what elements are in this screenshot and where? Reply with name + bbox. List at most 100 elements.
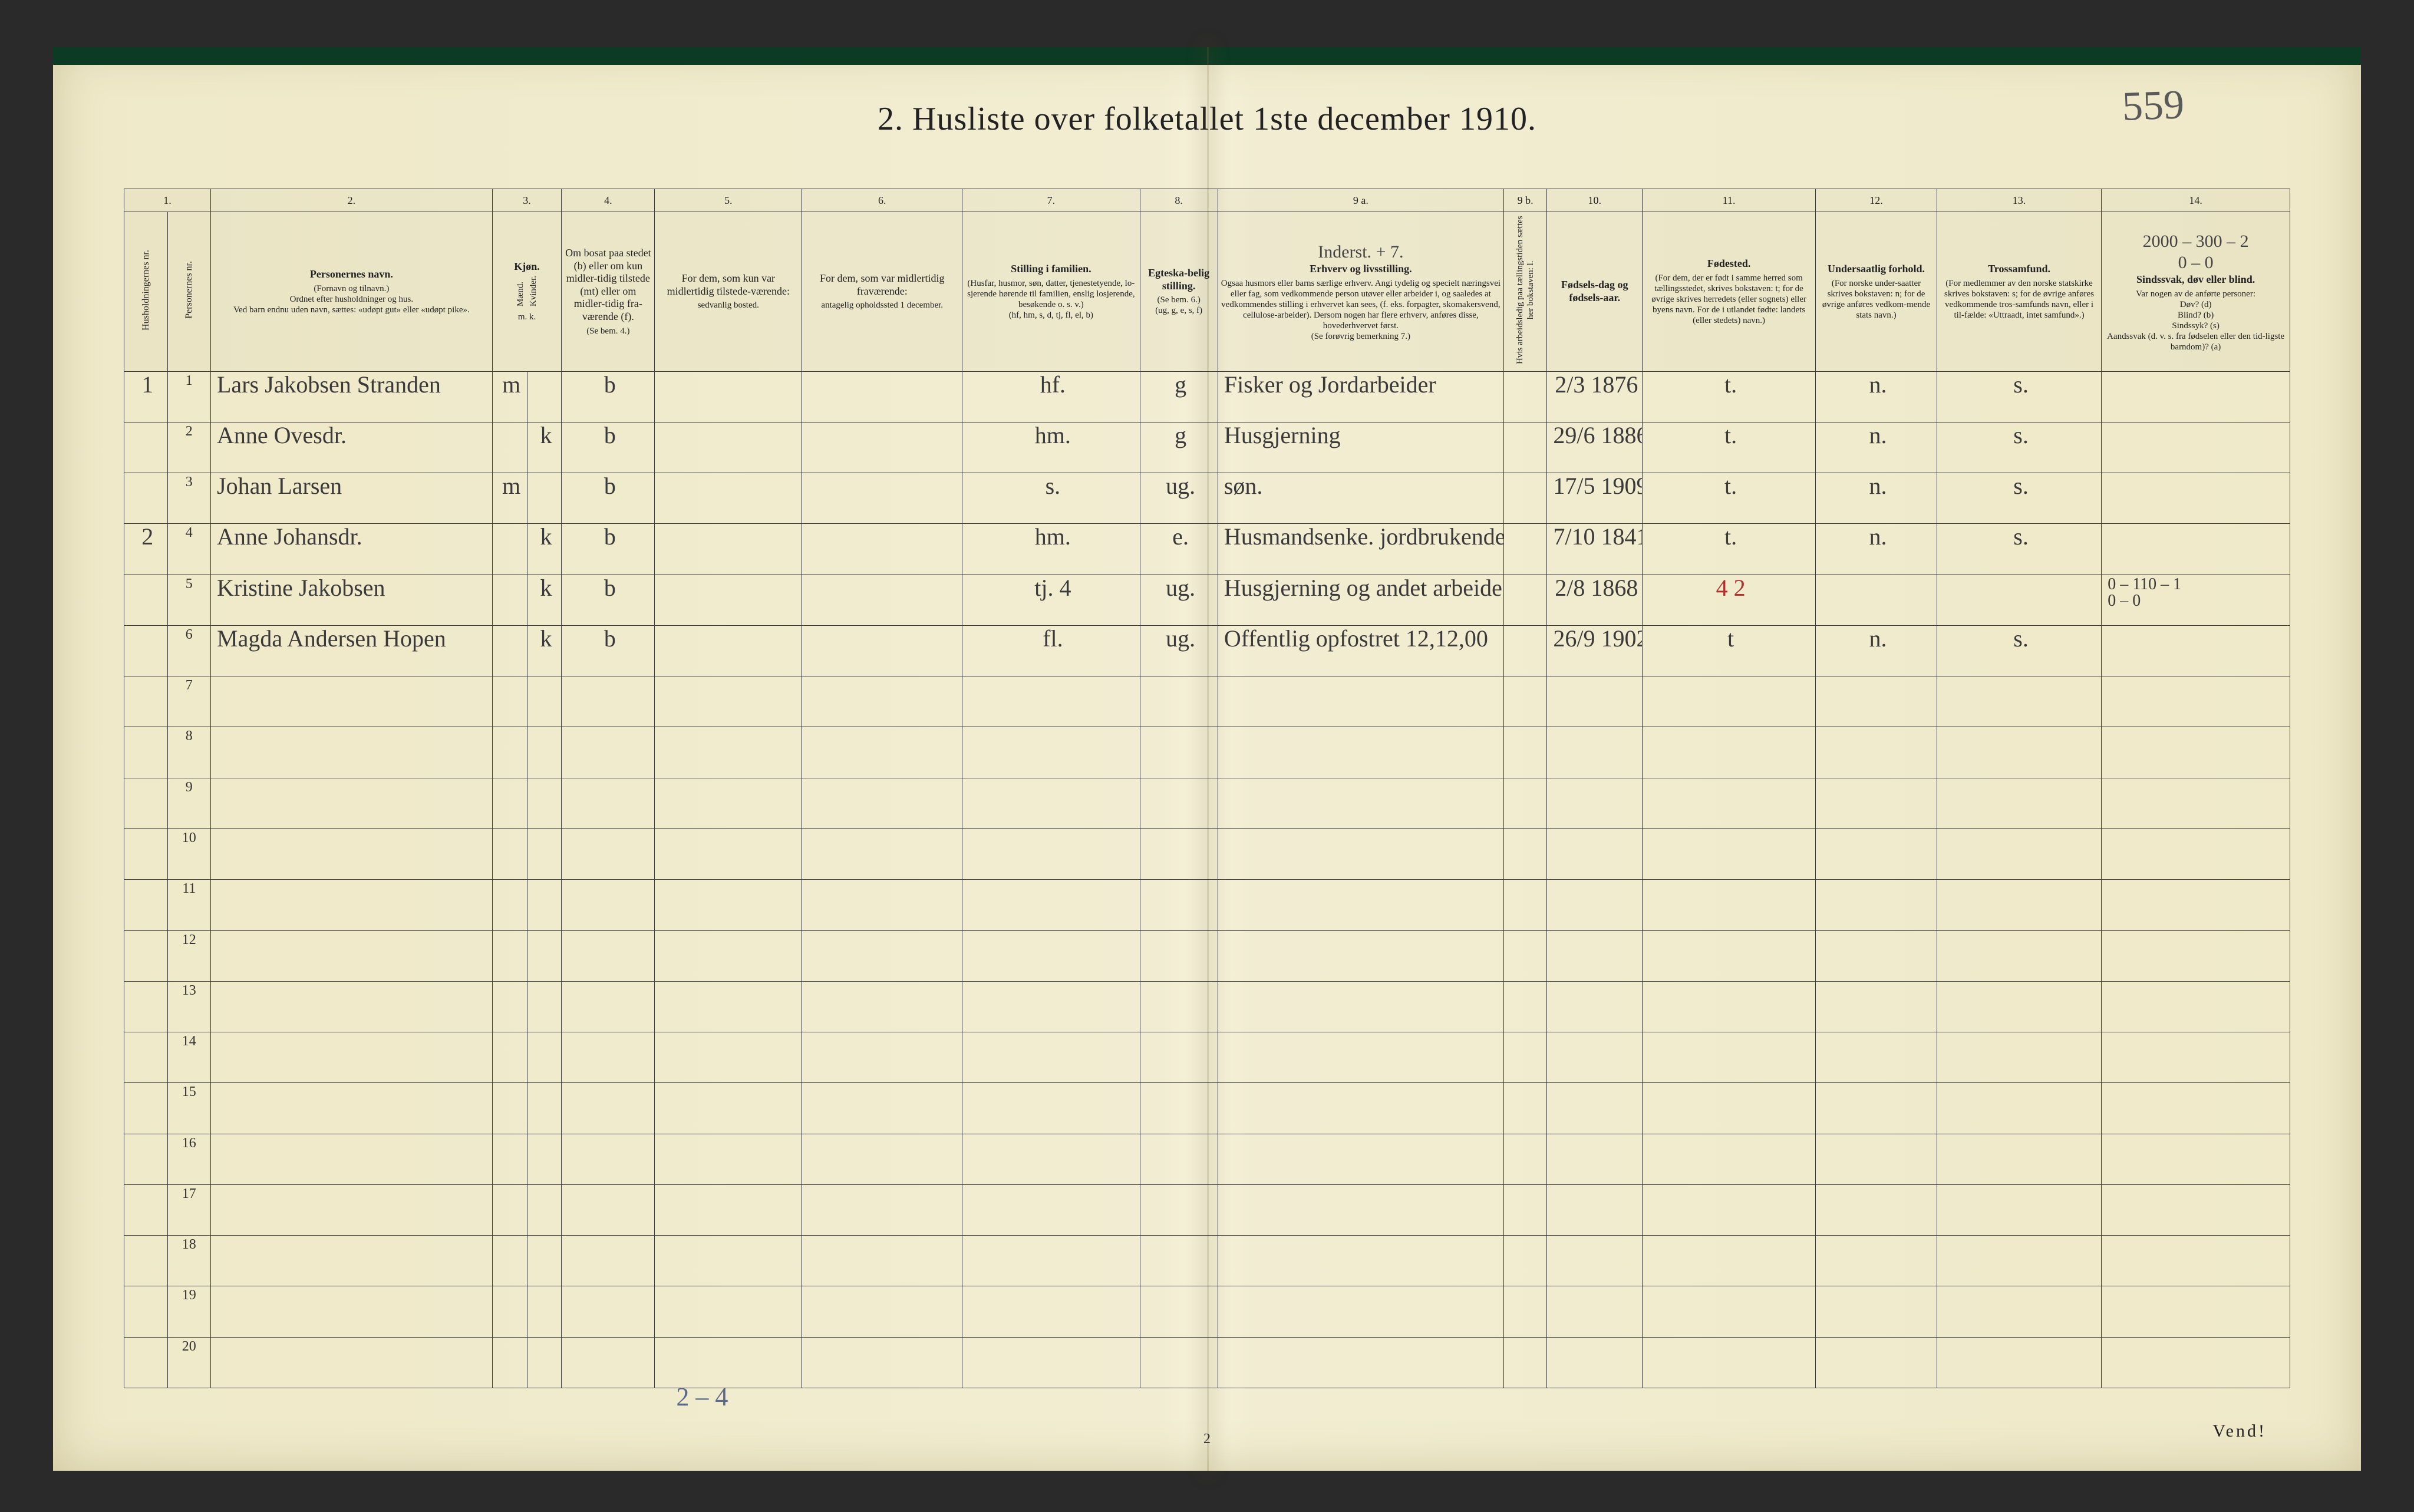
hdr-temp-absent-sub: antagelig opholdssted 1 december. [804,300,959,311]
hdr-disability: 2000 – 300 – 2 0 – 0 Sindssvak, døv elle… [2102,212,2290,372]
table-row: 2Anne Ovesdr.kbhm.gHusgjerning29/6 1886t… [124,422,2290,473]
cell-nationality [1816,828,1937,879]
cell-nationality [1816,1032,1937,1083]
cell-residence [562,1184,655,1235]
cell-sex-m [492,1337,527,1388]
cell-birthplace [1643,930,1816,981]
cell-temp-present [655,676,802,727]
cell-sex-m [492,1184,527,1235]
cell-temp-absent [802,930,962,981]
cell-residence [562,981,655,1032]
cell-disability [2102,778,2290,828]
cell-unemployed [1503,371,1547,422]
cell-person-no: 11 [167,880,211,930]
colnum-13: 13. [1937,189,2101,212]
cell-nationality [1816,1236,1937,1286]
cell-sex-k [527,371,562,422]
cell-birthdate [1547,1083,1643,1134]
cell-birthdate [1547,981,1643,1032]
hdr-occupation: Inderst. + 7. Erhverv og livsstilling. O… [1218,212,1503,372]
cell-person-no: 16 [167,1134,211,1184]
table-row: 11Lars Jakobsen Strandenmbhf.gFisker og … [124,371,2290,422]
cell-person-no: 4 [167,524,211,575]
cell-residence [562,828,655,879]
cell-sex-k [527,1083,562,1134]
cell-family-pos [962,1134,1140,1184]
cell-name [211,727,493,778]
hdr-occupation-title: Erhverv og livsstilling. [1310,263,1412,275]
cell-religion: s. [1937,371,2101,422]
cell-sex-m [492,676,527,727]
hdr-religion-title: Trossamfund. [1988,263,2050,275]
colnum-12: 12. [1816,189,1937,212]
cell-person-no: 8 [167,727,211,778]
cell-temp-absent [802,1236,962,1286]
cell-family-pos [962,778,1140,828]
hdr-marital: Egteska-belig stilling. (Se bem. 6.) (ug… [1140,212,1218,372]
cell-nationality [1816,981,1937,1032]
cell-sex-m [492,625,527,676]
cell-sex-m [492,727,527,778]
table-row: 5Kristine Jakobsenkbtj. 4ug.Husgjerning … [124,575,2290,625]
cell-religion: s. [1937,422,2101,473]
cell-unemployed [1503,1134,1547,1184]
cell-birthdate [1547,1032,1643,1083]
cell-marital [1140,1184,1218,1235]
cell-birthplace [1643,880,1816,930]
colnum-10: 10. [1547,189,1643,212]
cell-birthdate: 17/5 1909 [1547,473,1643,524]
cell-disability [2102,1134,2290,1184]
cell-family-pos [962,930,1140,981]
cell-unemployed [1503,930,1547,981]
cell-residence [562,1236,655,1286]
cell-marital: ug. [1140,575,1218,625]
cell-household-no [124,422,168,473]
cell-temp-present [655,524,802,575]
cell-birthdate [1547,930,1643,981]
hdr-temp-present-title: For dem, som kun var midlertidig tilsted… [667,272,790,297]
cell-person-no: 5 [167,575,211,625]
cell-marital [1140,1134,1218,1184]
cell-sex-k [527,1236,562,1286]
cell-temp-present [655,625,802,676]
cell-unemployed [1503,1184,1547,1235]
cell-person-no: 3 [167,473,211,524]
cell-occupation [1218,676,1503,727]
cell-disability [2102,1184,2290,1235]
cell-name [211,778,493,828]
cell-residence: b [562,371,655,422]
cell-disability [2102,524,2290,575]
hdr-temp-absent-title: For dem, som var midlertidig fraværende: [820,272,944,297]
census-table-container: 1. 2. 3. 4. 5. 6. 7. 8. 9 a. 9 b. 10. 11… [124,189,2290,1388]
cell-family-pos: fl. [962,625,1140,676]
hdr-family-pos-title: Stilling i familien. [1011,263,1091,275]
hdr-temp-present: For dem, som kun var midlertidig tilsted… [655,212,802,372]
cell-temp-present [655,778,802,828]
cell-name [211,981,493,1032]
hdr-sex-mk: m. k. [495,312,559,322]
colnum-9a: 9 a. [1218,189,1503,212]
cell-marital: ug. [1140,625,1218,676]
cell-occupation [1218,1337,1503,1388]
hdr-residence-title: Om bosat paa stedet (b) eller om kun mid… [565,247,651,322]
cell-temp-present [655,828,802,879]
cell-occupation: søn. [1218,473,1503,524]
census-table: 1. 2. 3. 4. 5. 6. 7. 8. 9 a. 9 b. 10. 11… [124,189,2290,1388]
cell-marital: g [1140,422,1218,473]
cell-family-pos: tj. 4 [962,575,1140,625]
cell-household-no [124,930,168,981]
cell-residence [562,1032,655,1083]
header-row: Husholdningernes nr. Personernes nr. Per… [124,212,2290,372]
cell-disability [2102,930,2290,981]
cell-person-no: 10 [167,828,211,879]
cell-temp-present [655,880,802,930]
cell-person-no: 7 [167,676,211,727]
colnum-1: 1. [124,189,211,212]
cell-person-no: 13 [167,981,211,1032]
cell-religion [1937,1236,2101,1286]
cell-household-no [124,828,168,879]
cell-family-pos [962,676,1140,727]
cell-nationality: n. [1816,524,1937,575]
cell-birthplace: 4 2 [1643,575,1816,625]
cell-temp-absent [802,524,962,575]
